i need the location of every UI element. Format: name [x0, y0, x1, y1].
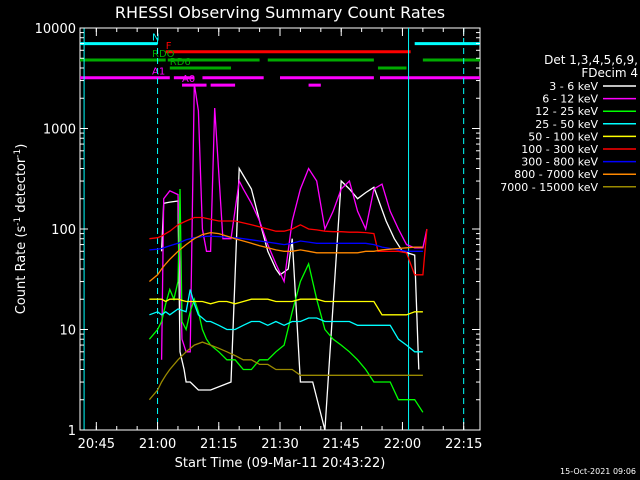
y-axis-label-superscript-2: -1: [13, 149, 23, 158]
x-tick-label: 21:45: [322, 437, 359, 452]
series-line: [149, 298, 423, 316]
legend-label: 7000 - 15000 keV: [500, 181, 598, 194]
y-axis-label-close: ): [14, 144, 29, 149]
series-lines: [148, 83, 428, 431]
flag-label-a0: A0: [182, 74, 195, 85]
y-tick-label: 100: [51, 223, 76, 238]
legend-label: 800 - 7000 keV: [514, 168, 598, 181]
series-line: [148, 188, 424, 413]
legend-label: 3 - 6 keV: [549, 80, 598, 93]
flag-label-rd6: RD6: [170, 57, 191, 68]
y-tick-label: 10: [59, 324, 76, 339]
y-axis-label-superscript: -1: [13, 217, 23, 226]
flag-label-f: F: [166, 41, 172, 52]
series-line: [148, 231, 423, 283]
y-axis-label: Count Rate (s-1 detector-1): [13, 144, 29, 315]
y-axis-label-main: Count Rate (s: [14, 226, 29, 315]
legend-header-1: Det 1,3,4,5,6,9,: [544, 53, 638, 67]
series-line: [149, 216, 428, 276]
y-axis-label-detector: detector: [14, 157, 29, 217]
x-tick-label: 21:00: [139, 437, 176, 452]
timestamp: 15-Oct-2021 09:06: [560, 467, 636, 476]
x-axis: 20:45 21:00 21:15 21:30 21:45 22:00 22:15: [78, 28, 482, 452]
flag-label-a1: A1: [152, 67, 165, 78]
x-tick-label: 21:15: [200, 437, 237, 452]
series-line: [149, 289, 423, 353]
legend-label: 300 - 800 keV: [521, 156, 598, 169]
legend-label: 6 - 12 keV: [542, 93, 598, 106]
legend-header-2: FDecim 4: [581, 66, 638, 80]
flag-label-rdo: RDO: [152, 49, 175, 60]
y-tick-label: 10000: [35, 22, 76, 37]
reference-lines: [83, 28, 465, 430]
x-axis-label: Start Time (09-Mar-11 20:43:22): [175, 456, 386, 471]
legend-label: 12 - 25 keV: [535, 105, 598, 118]
series-line: [148, 341, 423, 401]
chart-title: RHESSI Observing Summary Count Rates: [115, 3, 445, 22]
legend-label: 50 - 100 keV: [528, 130, 598, 143]
series-line: [149, 235, 423, 252]
legend-label: 25 - 50 keV: [535, 118, 598, 131]
legend-label: 100 - 300 keV: [521, 143, 598, 156]
y-axis: 1 10 100 1000 10000: [35, 22, 480, 439]
x-tick-label: 21:30: [261, 437, 298, 452]
x-tick-label: 22:15: [445, 437, 482, 452]
x-tick-label: 22:00: [384, 437, 421, 452]
y-tick-label: 1: [68, 424, 76, 439]
series-line: [160, 166, 420, 431]
flag-label-n: N: [152, 33, 159, 44]
y-tick-label: 1000: [43, 123, 76, 138]
x-tick-label: 20:45: [78, 437, 115, 452]
